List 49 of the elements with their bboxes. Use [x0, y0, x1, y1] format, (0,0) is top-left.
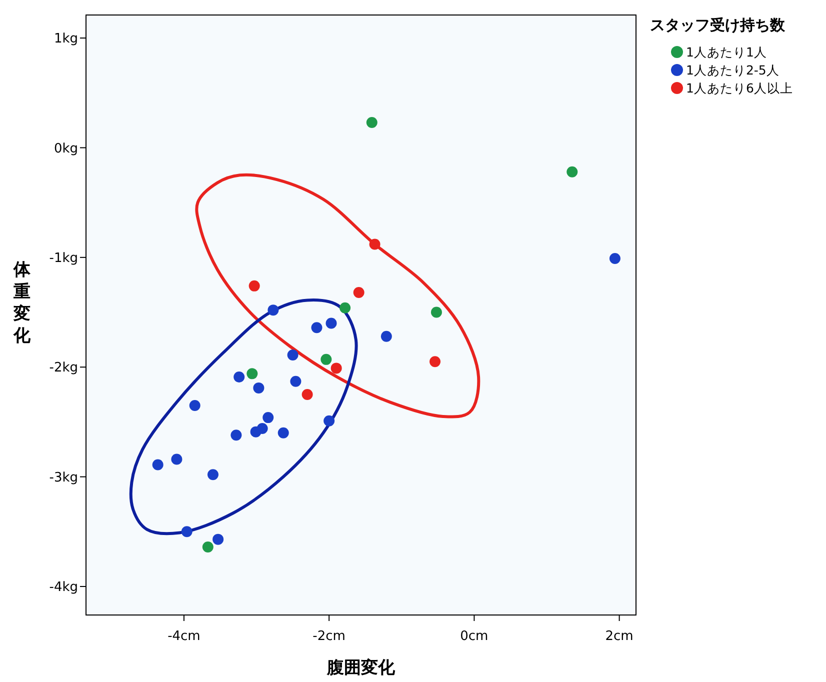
point — [320, 354, 332, 365]
point — [262, 412, 274, 424]
point — [250, 426, 262, 438]
point — [326, 318, 337, 329]
x-tick-label: 2cm — [605, 629, 634, 644]
x-tick-label: -4cm — [168, 629, 200, 644]
legend-label: 1人あたり6人以上 — [686, 80, 793, 96]
point — [248, 280, 260, 292]
y-tick-label: -4kg — [49, 580, 78, 596]
point — [212, 534, 224, 545]
point — [302, 389, 313, 400]
point — [268, 304, 279, 316]
y-tick-label: -2kg — [49, 360, 78, 376]
point — [369, 238, 380, 250]
point — [202, 541, 214, 552]
point — [152, 459, 164, 470]
point — [340, 302, 351, 314]
y-tick-label: -1kg — [49, 250, 78, 266]
point — [609, 253, 620, 264]
point — [311, 322, 322, 334]
y-tick-label: 0kg — [54, 141, 78, 156]
point — [290, 376, 302, 387]
point — [380, 330, 392, 342]
point — [324, 415, 335, 426]
point — [234, 371, 245, 382]
point — [278, 427, 289, 438]
point — [181, 526, 192, 538]
legend-label: 1人あたり2-5人 — [686, 62, 780, 78]
point — [430, 356, 441, 368]
point — [171, 454, 182, 465]
y-axis-title: 体重変化 — [12, 260, 32, 346]
point — [566, 166, 578, 178]
y-tick-label: 1kg — [54, 32, 78, 47]
point — [189, 400, 200, 411]
point — [230, 430, 242, 441]
x-tick-label: 0cm — [460, 629, 488, 644]
point — [353, 287, 364, 298]
y-tick-label: -3kg — [49, 470, 78, 486]
x-axis-title: 腹囲変化 — [326, 658, 396, 678]
legend-title: スタッフ受け持ち数 — [650, 16, 786, 34]
point — [366, 116, 378, 128]
legend-label: 1人あたり1人 — [686, 44, 767, 60]
point — [330, 362, 342, 374]
point — [430, 306, 442, 318]
x-tick-label: -2cm — [312, 629, 346, 644]
point — [207, 469, 218, 480]
point — [246, 368, 258, 380]
point — [287, 350, 298, 361]
point — [253, 382, 264, 394]
